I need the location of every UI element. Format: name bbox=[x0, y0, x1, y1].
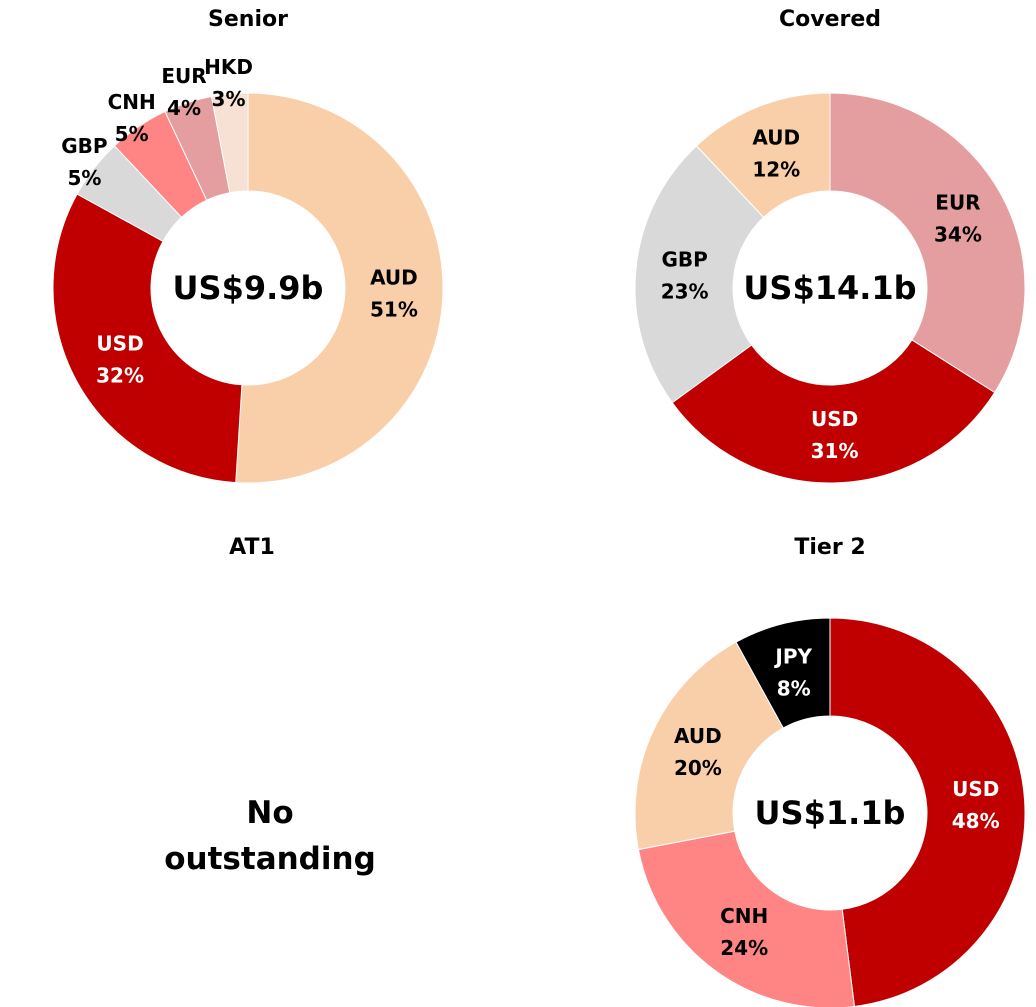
center-label: US$14.1b bbox=[743, 269, 916, 307]
slice-value: 24% bbox=[720, 936, 768, 960]
slice-value: 4% bbox=[167, 96, 201, 120]
slice-label: JPY 8% bbox=[773, 644, 812, 700]
slice-label: AUD 20% bbox=[674, 723, 722, 779]
chart-title: Tier 2 bbox=[794, 535, 865, 560]
slice-label: USD 48% bbox=[952, 776, 1000, 832]
center-label: US$9.9b bbox=[173, 269, 324, 307]
slice-value: 23% bbox=[661, 279, 709, 303]
slice-category: HKD bbox=[204, 54, 253, 78]
slice-category: JPY bbox=[773, 644, 812, 668]
slice-category: USD bbox=[96, 331, 143, 355]
slice-category: EUR bbox=[935, 190, 980, 214]
donut-slice bbox=[671, 339, 996, 484]
slice-value: 31% bbox=[811, 438, 859, 462]
slice-category: AUD bbox=[674, 723, 722, 747]
slice-value: 32% bbox=[96, 363, 144, 387]
slice-value: 20% bbox=[674, 755, 722, 779]
slice-label: GBP 23% bbox=[661, 247, 709, 303]
slice-label: HKD 3% bbox=[204, 54, 253, 110]
no-data-note: No outstanding bbox=[164, 795, 376, 877]
slice-label: USD 32% bbox=[96, 331, 144, 387]
slice-category: GBP bbox=[61, 134, 107, 158]
chart-title: AT1 bbox=[229, 535, 275, 560]
donut-slice bbox=[735, 617, 831, 729]
slice-category: GBP bbox=[661, 247, 707, 271]
slice-value: 8% bbox=[777, 676, 811, 700]
slice-label: GBP 5% bbox=[61, 134, 107, 190]
slice-label: AUD 51% bbox=[370, 265, 418, 321]
donut-slice bbox=[210, 92, 249, 194]
slice-label: EUR 4% bbox=[161, 64, 206, 120]
slice-category: EUR bbox=[161, 64, 206, 88]
slice-label: CNH 24% bbox=[720, 904, 768, 960]
slice-category: AUD bbox=[370, 265, 418, 289]
slice-value: 48% bbox=[952, 808, 1000, 832]
slice-category: AUD bbox=[752, 125, 800, 149]
slice-category: CNH bbox=[108, 89, 156, 113]
center-label: US$1.1b bbox=[755, 794, 906, 832]
donut-slice bbox=[235, 92, 444, 484]
donut-slice bbox=[695, 92, 831, 218]
slice-category: USD bbox=[811, 406, 858, 430]
slice-label: EUR 34% bbox=[934, 190, 982, 246]
slice-value: 51% bbox=[370, 297, 418, 321]
slice-value: 34% bbox=[934, 222, 982, 246]
slice-label: AUD 12% bbox=[752, 125, 800, 181]
slice-value: 12% bbox=[752, 157, 800, 181]
slice-value: 5% bbox=[115, 121, 149, 145]
chart-title: Senior bbox=[208, 7, 288, 32]
donut-slice bbox=[634, 641, 784, 851]
slice-category: CNH bbox=[720, 904, 768, 928]
slice-label: CNH 5% bbox=[108, 89, 156, 145]
donut-slice bbox=[829, 92, 1026, 394]
donut-slice bbox=[829, 617, 1026, 1007]
slice-value: 5% bbox=[67, 166, 101, 190]
slice-label: USD 31% bbox=[811, 406, 859, 462]
donut-slice bbox=[634, 145, 765, 404]
chart-title: Covered bbox=[779, 7, 881, 32]
donut-slice bbox=[637, 830, 855, 1007]
slice-category: USD bbox=[952, 776, 999, 800]
slice-value: 3% bbox=[212, 86, 246, 110]
donut-slice bbox=[52, 193, 243, 484]
